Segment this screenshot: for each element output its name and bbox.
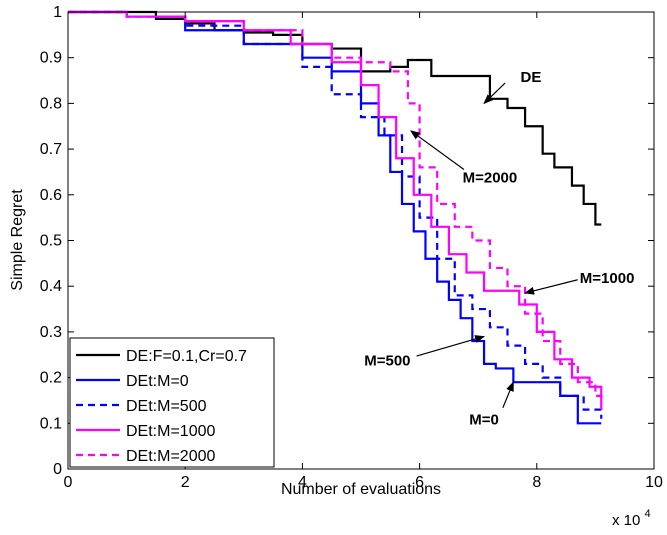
- annotation-arrow: [502, 381, 514, 409]
- legend-box: [69, 337, 275, 468]
- y-tick-label: 0.8: [40, 95, 62, 112]
- annotation-arrow: [416, 335, 486, 357]
- y-tick-label: 0.1: [40, 415, 62, 432]
- y-tick-label: 0.3: [40, 324, 62, 341]
- x-axis-label: Number of evaluations: [281, 481, 441, 498]
- y-tick-label: 0.2: [40, 370, 62, 387]
- legend-label: DEt:M=500: [126, 398, 207, 415]
- x-tick-label: 8: [532, 474, 541, 491]
- annotation-arrow: [410, 130, 465, 171]
- y-axis-label: Simple Regret: [9, 189, 26, 291]
- y-tick-label: 0.6: [40, 187, 62, 204]
- legend-label: DEt:M=1000: [126, 423, 215, 440]
- legend-label: DEt:M=2000: [126, 448, 215, 465]
- annotation-label: M=2000: [463, 170, 518, 187]
- y-tick-label: 0.7: [40, 141, 62, 158]
- y-tick-label: 0.5: [40, 233, 62, 250]
- annotation-label: M=1000: [580, 270, 635, 287]
- y-tick-label: 0.9: [40, 50, 62, 67]
- x-multiplier: x 10 4: [612, 508, 651, 529]
- annotation-layer: DE M=2000 M=1000 M=500 M=0: [364, 69, 634, 429]
- legend-label: DEt:M=0: [126, 373, 189, 390]
- annotation-arrow: [524, 279, 578, 295]
- y-tick-label: 0.4: [40, 278, 62, 295]
- y-tick-label: 0: [53, 461, 62, 478]
- x-multiplier-base: x 10: [612, 512, 640, 529]
- legend-label: DE:F=0.1,Cr=0.7: [126, 348, 247, 365]
- y-tick-label: 1: [53, 4, 62, 21]
- legend: DE:F=0.1,Cr=0.7 DEt:M=0 DEt:M=500 DEt:M=100…: [69, 337, 275, 468]
- annotation-label: M=0: [469, 412, 499, 429]
- series-layer: [68, 10, 603, 425]
- legend-items: DE:F=0.1,Cr=0.7 DEt:M=0 DEt:M=500 DEt:M=100…: [76, 348, 247, 465]
- x-tick-label: 6: [415, 474, 424, 491]
- x-tick-label: 4: [298, 474, 307, 491]
- ticks-layer: 0 2 4 6 8 10 0 0.1 0.2 0.3 0.4 0.5 0.6 0.7 0.8 0.9 1: [40, 4, 663, 491]
- series-line-4: [68, 10, 603, 401]
- annotation-label: DE: [521, 69, 542, 86]
- x-tick-label: 2: [181, 474, 190, 491]
- x-multiplier-exponent: 4: [645, 508, 651, 520]
- x-tick-label: 0: [64, 474, 73, 491]
- annotation-arrow: [483, 82, 506, 105]
- x-tick-label: 10: [645, 474, 663, 491]
- annotation-label: M=500: [364, 352, 410, 369]
